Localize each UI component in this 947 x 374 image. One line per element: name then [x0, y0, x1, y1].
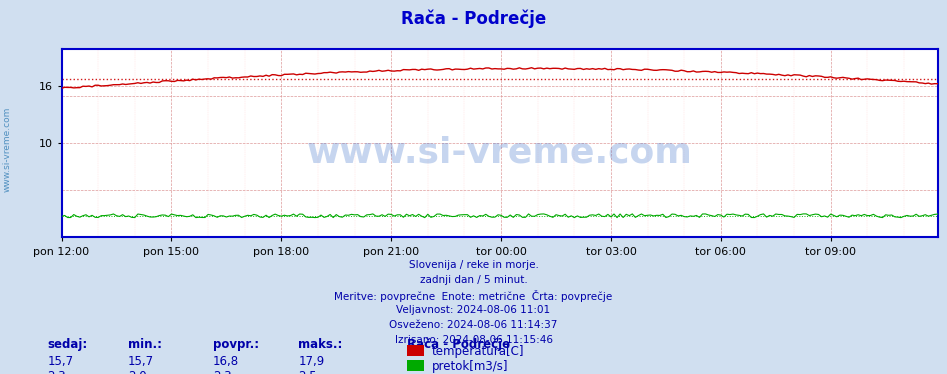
Text: Veljavnost: 2024-08-06 11:01: Veljavnost: 2024-08-06 11:01 [397, 305, 550, 315]
Text: Izrisano: 2024-08-06 11:15:46: Izrisano: 2024-08-06 11:15:46 [395, 335, 552, 345]
Text: sedaj:: sedaj: [47, 338, 88, 352]
Text: 17,9: 17,9 [298, 355, 325, 368]
Text: 2,0: 2,0 [128, 370, 147, 374]
Text: min.:: min.: [128, 338, 162, 352]
Text: 2,3: 2,3 [213, 370, 232, 374]
Text: povpr.:: povpr.: [213, 338, 259, 352]
Text: zadnji dan / 5 minut.: zadnji dan / 5 minut. [420, 275, 527, 285]
Text: 15,7: 15,7 [128, 355, 154, 368]
Text: 16,8: 16,8 [213, 355, 240, 368]
Text: Osveženo: 2024-08-06 11:14:37: Osveženo: 2024-08-06 11:14:37 [389, 320, 558, 330]
Text: maks.:: maks.: [298, 338, 343, 352]
Text: pretok[m3/s]: pretok[m3/s] [432, 360, 509, 373]
Text: Meritve: povprečne  Enote: metrične  Črta: povprečje: Meritve: povprečne Enote: metrične Črta:… [334, 290, 613, 302]
Text: temperatura[C]: temperatura[C] [432, 345, 525, 358]
Text: www.si-vreme.com: www.si-vreme.com [307, 135, 692, 169]
Text: Rača - Podrečje: Rača - Podrečje [407, 338, 510, 352]
Text: 2,5: 2,5 [298, 370, 317, 374]
Text: www.si-vreme.com: www.si-vreme.com [3, 107, 12, 192]
Text: Rača - Podrečje: Rača - Podrečje [401, 9, 546, 28]
Text: Slovenija / reke in morje.: Slovenija / reke in morje. [408, 260, 539, 270]
Text: 15,7: 15,7 [47, 355, 74, 368]
Text: 2,3: 2,3 [47, 370, 66, 374]
